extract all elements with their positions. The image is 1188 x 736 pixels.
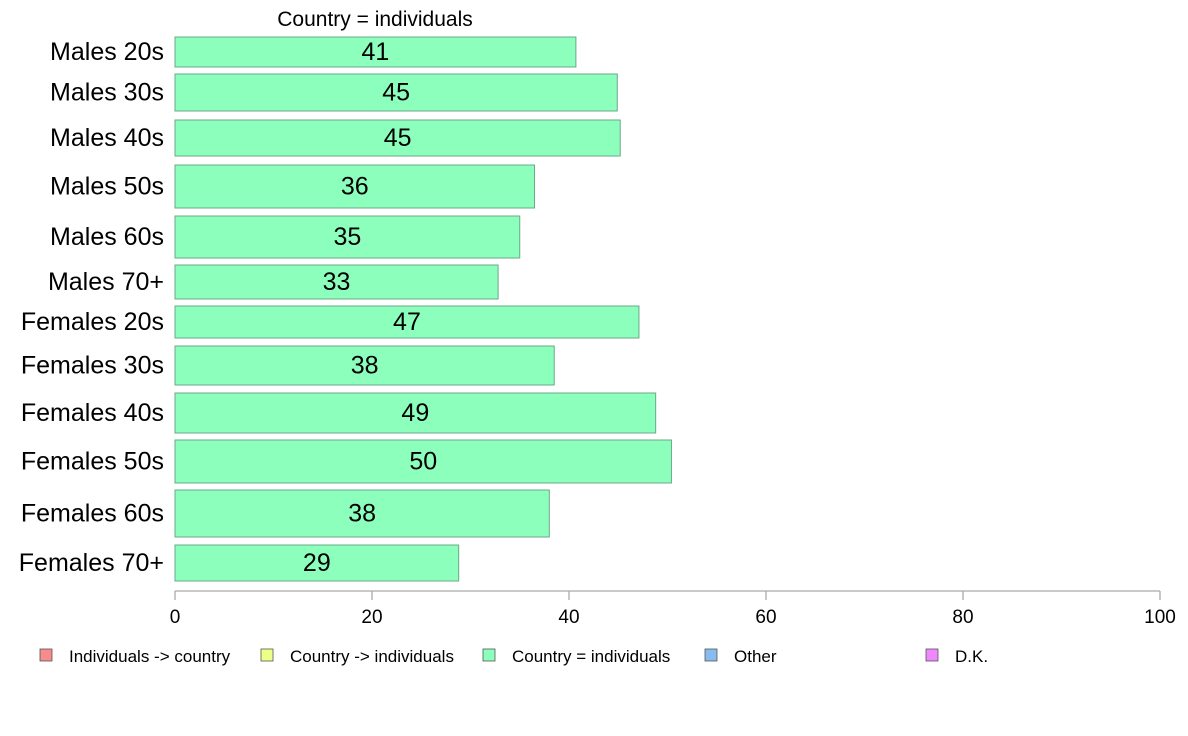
bar-value-label: 47 — [393, 308, 421, 336]
x-tick-label: 100 — [1144, 607, 1176, 628]
bar — [174, 305, 640, 339]
bar — [174, 489, 550, 538]
bar-value-label: 35 — [333, 223, 361, 251]
category-label: Males 40s — [50, 124, 164, 152]
legend-label: Other — [734, 647, 777, 666]
bar-value-label: 36 — [341, 173, 369, 201]
bar — [174, 73, 618, 112]
chart-title: Country = individuals — [277, 8, 473, 31]
category-label: Females 60s — [21, 500, 164, 528]
bar — [174, 392, 657, 434]
category-label: Females 20s — [21, 308, 164, 336]
category-label: Females 50s — [21, 448, 164, 476]
category-label: Females 40s — [21, 399, 164, 427]
x-axis: 0 20 40 60 80 100 — [170, 590, 1176, 628]
bar-value-label: 38 — [351, 352, 379, 380]
x-tick-label: 60 — [755, 607, 776, 628]
category-label: Females 70+ — [19, 549, 164, 577]
bar — [174, 439, 672, 484]
category-label: Males 30s — [50, 79, 164, 107]
bar-value-label: 41 — [362, 38, 390, 66]
bar — [174, 215, 521, 259]
category-label: Females 30s — [21, 352, 164, 380]
category-label: Males 60s — [50, 223, 164, 251]
legend-swatch — [925, 648, 939, 662]
bar-value-label: 50 — [409, 448, 437, 476]
category-label: Males 50s — [50, 173, 164, 201]
x-tick-label: 0 — [170, 607, 181, 628]
bars-group: Males 20s 41 Males 30s 45 Males 40s 45 Males 5… — [19, 36, 672, 582]
legend-swatch — [704, 648, 718, 662]
legend-label: Country = individuals — [512, 647, 670, 666]
bar-value-label: 29 — [303, 549, 331, 577]
legend-label: D.K. — [955, 647, 988, 666]
bar-value-label: 38 — [348, 500, 376, 528]
bar — [174, 119, 621, 157]
bar-value-label: 49 — [401, 399, 429, 427]
legend-label: Individuals -> country — [69, 647, 231, 666]
legend-swatch — [482, 648, 496, 662]
legend: Individuals -> country Country -> individ… — [39, 647, 988, 666]
bar-value-label: 45 — [384, 124, 412, 152]
bar-value-label: 45 — [382, 79, 410, 107]
bar — [174, 36, 577, 68]
legend-swatch — [39, 648, 53, 662]
category-label: Males 70+ — [48, 268, 164, 296]
bar — [174, 164, 536, 209]
bar — [174, 544, 460, 582]
legend-label: Country -> individuals — [290, 647, 454, 666]
bar-value-label: 33 — [323, 268, 351, 296]
legend-swatch — [260, 648, 274, 662]
x-tick-label: 80 — [952, 607, 973, 628]
x-tick-label: 20 — [361, 607, 382, 628]
x-tick-label: 40 — [558, 607, 579, 628]
bar — [174, 345, 555, 386]
bar — [174, 264, 499, 300]
category-label: Males 20s — [50, 38, 164, 66]
